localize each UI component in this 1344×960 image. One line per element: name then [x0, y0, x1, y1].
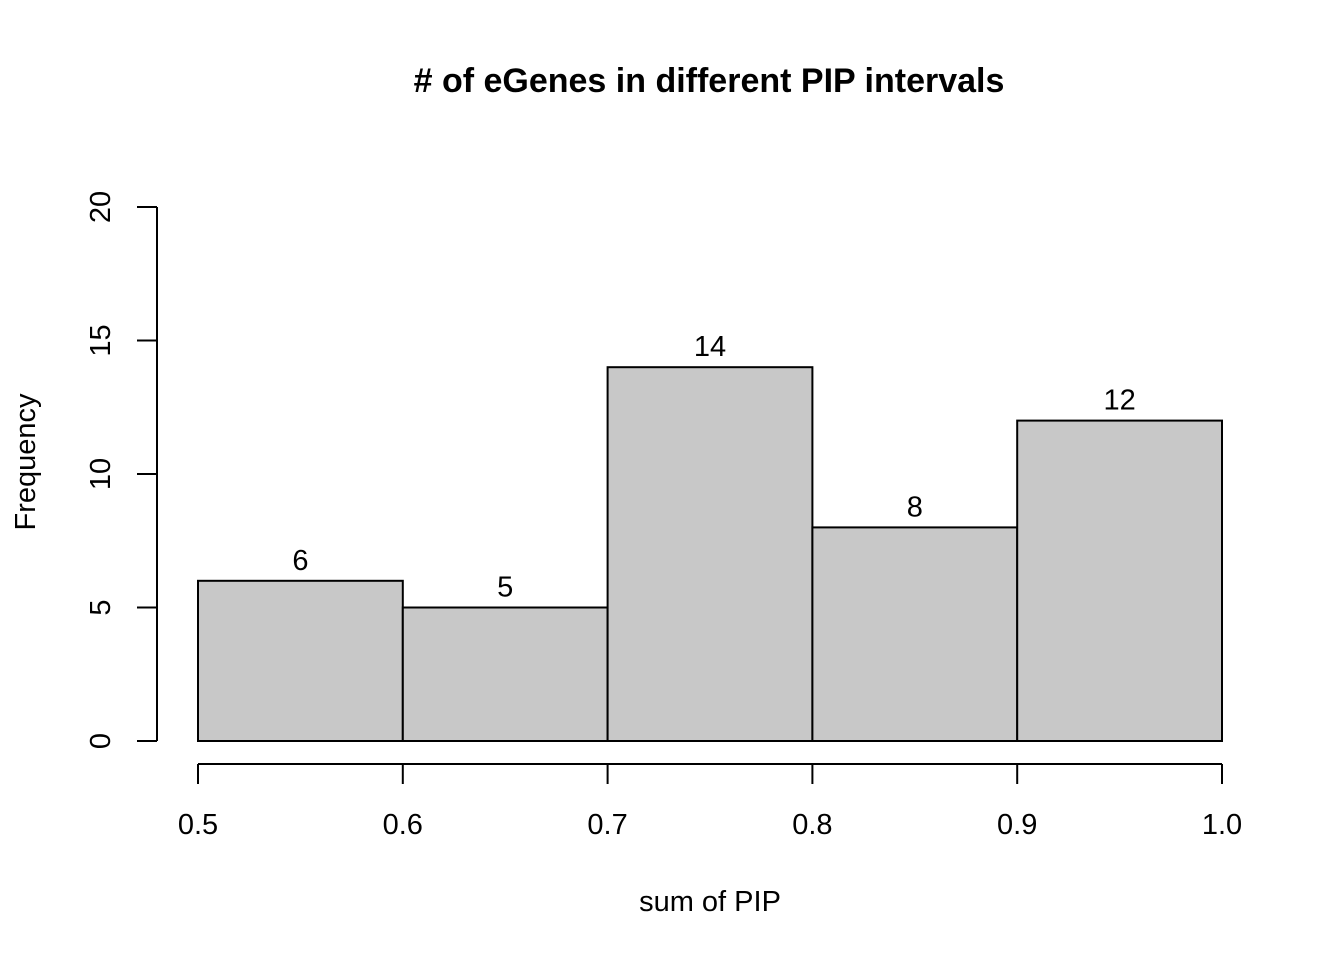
bar-value-label: 6: [292, 545, 308, 577]
histogram-bar: [606, 366, 814, 742]
y-tick-label: 20: [85, 191, 117, 223]
x-tick-label: 0.6: [383, 809, 423, 841]
histogram-bar: [197, 579, 404, 742]
x-tick-label: 0.8: [792, 809, 832, 841]
y-tick-label: 0: [85, 733, 117, 749]
y-axis-label: Frequency: [10, 393, 42, 531]
x-axis: 0.5 0.6 0.7 0.8 0.9 1.0: [178, 763, 1242, 841]
histogram-bar: [401, 606, 609, 742]
bar-value-label: 8: [907, 491, 923, 523]
x-tick-label: 1.0: [1202, 809, 1242, 841]
y-tick-label: 15: [85, 324, 117, 356]
y-axis: 0 5 10 15 20: [85, 191, 158, 749]
bar-value-label: 5: [497, 572, 513, 604]
histogram-bar: [811, 526, 1019, 743]
x-tick-label: 0.7: [587, 809, 627, 841]
y-tick-label: 5: [85, 599, 117, 615]
bar-value-label: 14: [694, 331, 726, 363]
y-tick-label: 10: [85, 458, 117, 490]
chart-title: # of eGenes in different PIP intervals: [414, 62, 1005, 100]
x-axis-label: sum of PIP: [639, 886, 781, 918]
x-tick-label: 0.9: [997, 809, 1037, 841]
bars-group: 6 5 14 8 12: [197, 331, 1224, 743]
x-tick-label: 0.5: [178, 809, 218, 841]
histogram-bar: [1016, 419, 1224, 742]
bar-value-label: 12: [1103, 385, 1135, 417]
